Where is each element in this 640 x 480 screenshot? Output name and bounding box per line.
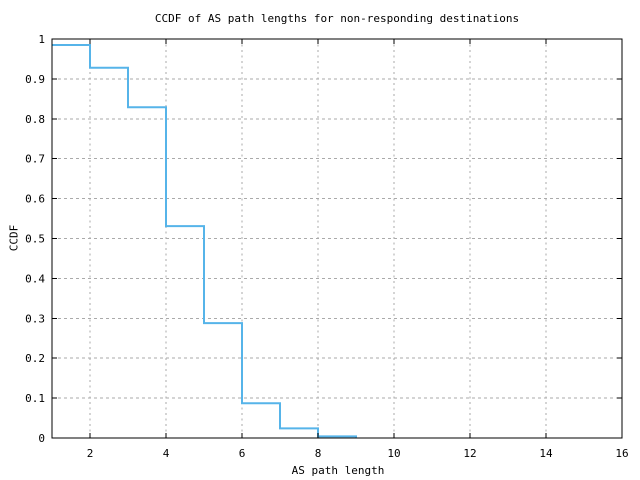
y-tick-label: 0.9	[25, 73, 45, 86]
y-tick-label: 0.6	[25, 193, 45, 206]
x-tick-label: 8	[315, 447, 322, 460]
y-tick-label: 0	[38, 432, 45, 445]
x-tick-label: 6	[239, 447, 246, 460]
y-tick-label: 0.1	[25, 392, 45, 405]
y-tick-label: 0.3	[25, 312, 45, 325]
x-tick-label: 16	[615, 447, 628, 460]
y-tick-label: 0.7	[25, 153, 45, 166]
x-axis-label: AS path length	[291, 464, 385, 477]
x-tick-label: 14	[539, 447, 553, 460]
y-tick-label: 1	[38, 33, 45, 46]
y-tick-label: 0.2	[25, 352, 45, 365]
y-tick-label: 0.5	[25, 233, 45, 246]
x-tick-label: 10	[387, 447, 400, 460]
x-tick-label: 2	[87, 447, 94, 460]
y-tick-label: 0.4	[25, 272, 45, 285]
x-tick-label: 12	[463, 447, 476, 460]
x-tick-label: 4	[163, 447, 170, 460]
ccdf-step-line	[52, 43, 357, 438]
y-tick-label: 0.8	[25, 113, 45, 126]
chart-title: CCDF of AS path lengths for non-respondi…	[154, 12, 520, 25]
